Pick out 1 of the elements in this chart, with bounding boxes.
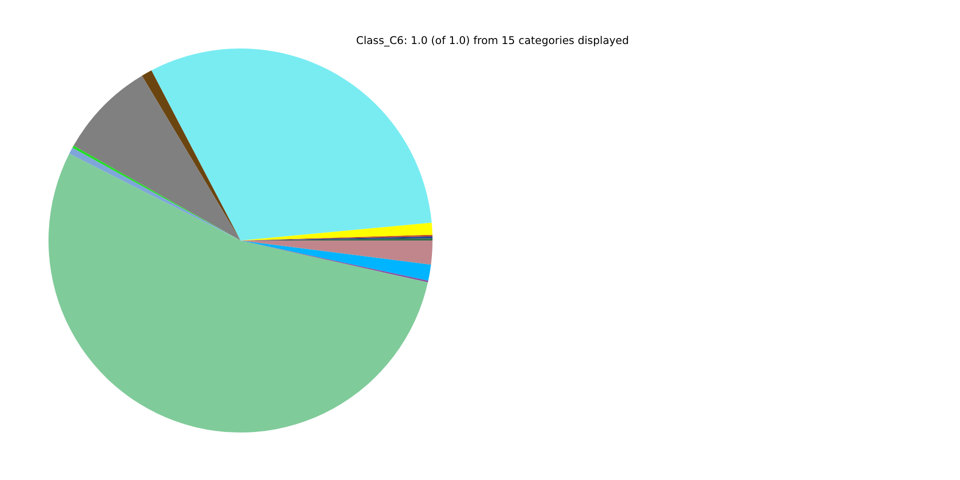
text: Class_C6: 1.0 (of 1.0) from 15 categories displayed bbox=[356, 34, 629, 47]
